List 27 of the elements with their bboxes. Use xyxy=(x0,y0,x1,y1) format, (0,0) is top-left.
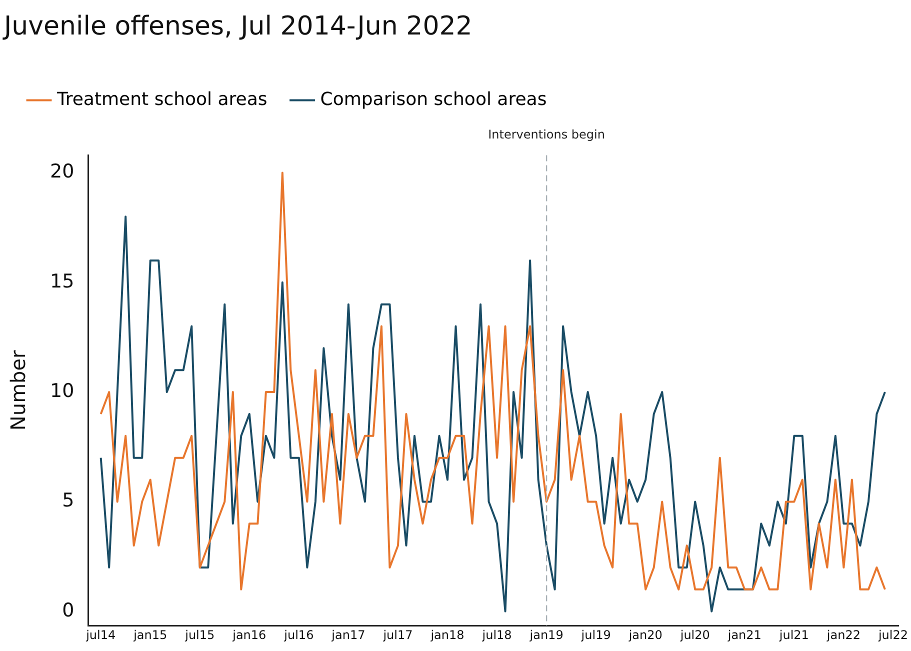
x-tick-label: jan16 xyxy=(232,628,266,642)
y-tick-label: 10 xyxy=(50,380,74,402)
x-tick-label: jul15 xyxy=(184,628,215,642)
x-tick-label: jan20 xyxy=(628,628,662,642)
x-tick-label: jan19 xyxy=(528,628,564,642)
y-tick-label: 0 xyxy=(62,599,74,622)
x-tick-label: jul16 xyxy=(283,628,314,642)
x-tick-label: jan18 xyxy=(430,628,464,642)
x-tick-label: jul14 xyxy=(85,628,116,642)
y-tick-label: 5 xyxy=(62,490,74,512)
x-tick-label: jul19 xyxy=(580,628,611,642)
x-tick-label: jan22 xyxy=(826,628,860,642)
x-tick-label: jan21 xyxy=(726,628,762,642)
x-tick-label: jul17 xyxy=(382,628,413,642)
legend-label: Treatment school areas xyxy=(56,88,268,110)
y-tick-label: 20 xyxy=(50,160,74,183)
y-axis-title: Number xyxy=(6,349,30,431)
x-tick-label: jul21 xyxy=(778,628,809,642)
x-tick-label: jan17 xyxy=(330,628,366,642)
legend-label: Comparison school areas xyxy=(320,88,547,110)
x-tick-label: jan15 xyxy=(132,628,168,642)
chart-title: Juvenile offenses, Jul 2014-Jun 2022 xyxy=(2,11,472,42)
y-tick-label: 15 xyxy=(50,270,74,292)
ref-line-label: Interventions begin xyxy=(488,127,605,142)
x-tick-label: jul20 xyxy=(679,628,710,642)
x-tick-label: jul22 xyxy=(877,628,908,642)
x-tick-label: jul18 xyxy=(481,628,512,642)
